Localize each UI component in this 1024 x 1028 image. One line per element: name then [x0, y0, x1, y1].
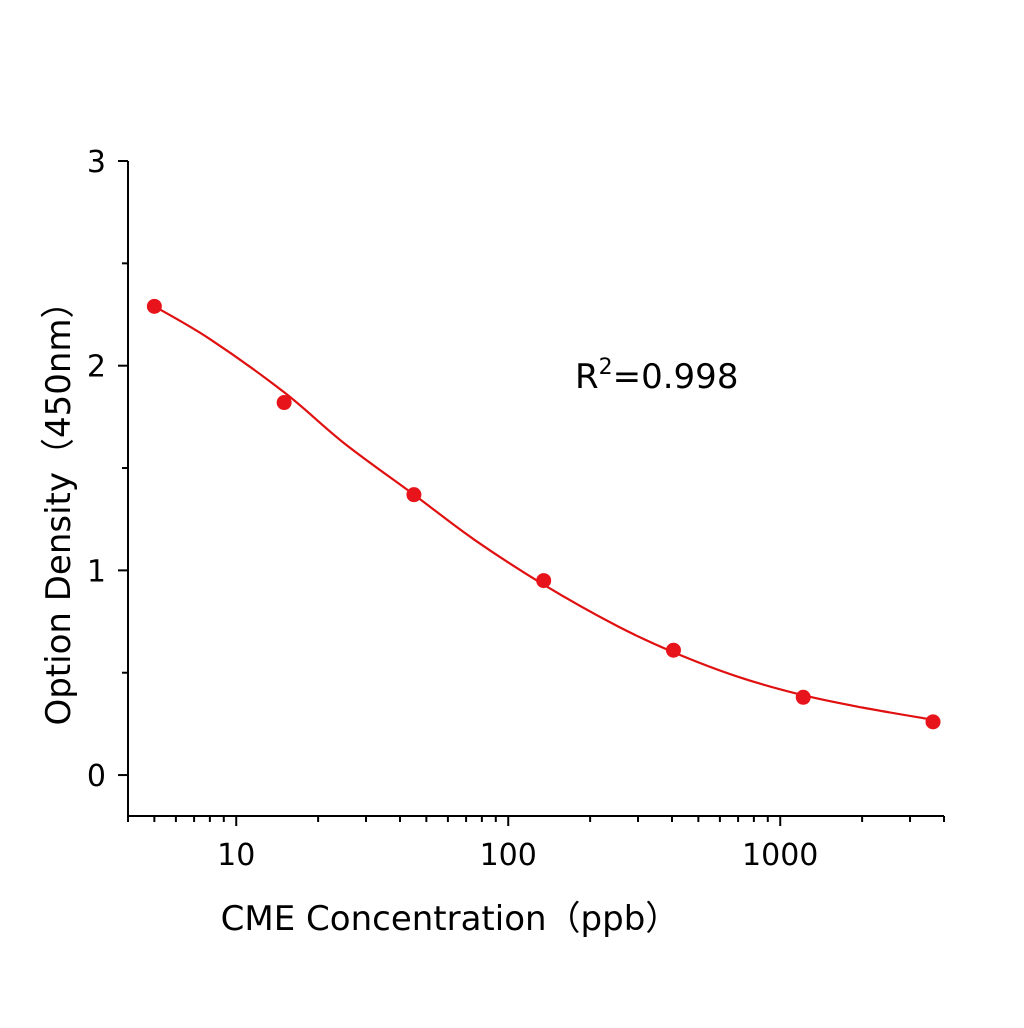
data-point [146, 298, 162, 314]
x-axis-label: CME Concentration（ppb） [221, 899, 680, 939]
y-tick-label: 3 [87, 145, 106, 180]
y-tick-label: 0 [87, 759, 106, 794]
data-point [406, 487, 422, 503]
x-tick-label: 1000 [742, 838, 818, 873]
y-axis-label: Option Density（450nm） [39, 284, 79, 725]
fit-curve [153, 305, 934, 721]
data-point [795, 689, 811, 705]
data-point [536, 573, 552, 589]
y-tick-label: 2 [87, 350, 106, 385]
x-tick-label: 100 [480, 838, 537, 873]
r-squared-annotation: R2=0.998 [575, 355, 738, 397]
axes: 0 1 2 3 10 100 1000 [87, 145, 945, 873]
x-tick-label: 10 [217, 838, 255, 873]
data-points [146, 298, 941, 730]
data-point [925, 714, 941, 730]
data-point [276, 395, 292, 411]
data-point [665, 642, 681, 658]
y-tick-label: 1 [87, 554, 106, 589]
